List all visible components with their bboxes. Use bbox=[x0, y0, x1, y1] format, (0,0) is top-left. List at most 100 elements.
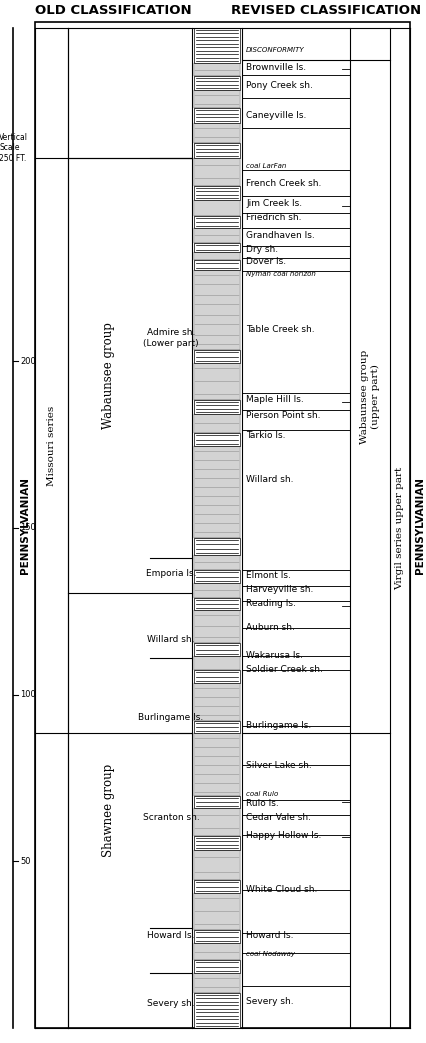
Bar bbox=[193, 123, 239, 143]
Bar bbox=[193, 960, 239, 973]
Text: 200: 200 bbox=[20, 357, 36, 366]
Bar bbox=[193, 973, 239, 993]
Bar bbox=[193, 252, 239, 260]
Bar bbox=[193, 850, 239, 880]
Bar bbox=[193, 90, 239, 108]
Text: Friedrich sh.: Friedrich sh. bbox=[245, 214, 301, 222]
Bar bbox=[193, 721, 239, 733]
Bar bbox=[193, 63, 239, 76]
Bar bbox=[193, 363, 239, 401]
Text: Pierson Point sh.: Pierson Point sh. bbox=[245, 412, 320, 420]
Text: DISCONFORMITY: DISCONFORMITY bbox=[245, 47, 304, 53]
Text: 150: 150 bbox=[20, 524, 36, 533]
Bar bbox=[193, 157, 239, 186]
Text: coal Nodaway: coal Nodaway bbox=[245, 951, 294, 957]
Text: Wabaunsee group
(upper part): Wabaunsee group (upper part) bbox=[360, 349, 379, 443]
Bar bbox=[193, 538, 239, 555]
Bar bbox=[193, 796, 239, 808]
Bar bbox=[193, 683, 239, 721]
Bar bbox=[193, 642, 239, 656]
Text: Burlingame ls.: Burlingame ls. bbox=[245, 722, 311, 730]
Bar bbox=[193, 228, 239, 243]
Text: Dry sh.: Dry sh. bbox=[245, 245, 277, 254]
Bar bbox=[193, 943, 239, 960]
Text: Elmont ls.: Elmont ls. bbox=[245, 571, 290, 580]
Text: Maple Hill ls.: Maple Hill ls. bbox=[245, 395, 303, 405]
Bar bbox=[193, 28, 239, 63]
Bar bbox=[193, 571, 239, 583]
Text: White Cloud sh.: White Cloud sh. bbox=[245, 886, 317, 895]
Text: Severy sh.: Severy sh. bbox=[147, 998, 194, 1008]
Bar bbox=[193, 186, 239, 200]
Text: Virgil series upper part: Virgil series upper part bbox=[394, 466, 403, 589]
Text: 100: 100 bbox=[20, 690, 36, 699]
Text: Happy Hollow ls.: Happy Hollow ls. bbox=[245, 830, 321, 840]
Text: Rulo ls.: Rulo ls. bbox=[245, 799, 278, 807]
Text: Shawnee group: Shawnee group bbox=[102, 763, 115, 857]
Text: coal Rulo: coal Rulo bbox=[245, 791, 278, 797]
Text: REVISED CLASSIFICATION: REVISED CLASSIFICATION bbox=[230, 3, 420, 17]
Bar bbox=[193, 808, 239, 836]
Text: Wakarusa ls.: Wakarusa ls. bbox=[245, 651, 302, 659]
Text: OLD CLASSIFICATION: OLD CLASSIFICATION bbox=[35, 3, 191, 17]
Text: Reading ls.: Reading ls. bbox=[245, 600, 295, 608]
Bar bbox=[193, 200, 239, 216]
Text: PENNSYLVANIAN: PENNSYLVANIAN bbox=[20, 477, 30, 574]
Bar bbox=[193, 555, 239, 571]
Bar bbox=[193, 733, 239, 796]
Text: Willard sh.: Willard sh. bbox=[147, 635, 194, 645]
Bar bbox=[193, 243, 239, 252]
Text: Soldier Creek sh.: Soldier Creek sh. bbox=[245, 665, 322, 675]
Text: Jim Creek ls.: Jim Creek ls. bbox=[245, 199, 302, 209]
Bar bbox=[193, 446, 239, 538]
Text: Missouri series: Missouri series bbox=[47, 406, 56, 486]
Text: Burlingame ls.: Burlingame ls. bbox=[138, 713, 203, 723]
Bar bbox=[35, 22, 409, 1028]
Text: Brownville ls.: Brownville ls. bbox=[245, 63, 305, 72]
Bar bbox=[193, 993, 239, 1028]
Bar bbox=[193, 414, 239, 433]
Text: Howard ls.: Howard ls. bbox=[147, 930, 194, 940]
Bar bbox=[193, 610, 239, 642]
Bar bbox=[193, 880, 239, 893]
Text: Table Creek sh.: Table Creek sh. bbox=[245, 325, 314, 335]
Bar bbox=[193, 401, 239, 414]
Text: coal LarFan: coal LarFan bbox=[245, 163, 286, 169]
Text: Nyman coal horizon: Nyman coal horizon bbox=[245, 271, 315, 277]
Bar bbox=[193, 656, 239, 670]
Bar bbox=[193, 433, 239, 446]
Text: PENNSYLVANIAN: PENNSYLVANIAN bbox=[414, 477, 424, 574]
Text: Emporia ls.: Emporia ls. bbox=[145, 568, 196, 578]
Bar bbox=[193, 930, 239, 943]
Bar bbox=[193, 836, 239, 850]
Bar bbox=[193, 216, 239, 228]
Text: French Creek sh.: French Creek sh. bbox=[245, 178, 321, 188]
Bar bbox=[193, 893, 239, 930]
Text: Silver Lake sh.: Silver Lake sh. bbox=[245, 760, 311, 770]
Bar bbox=[193, 350, 239, 363]
Text: Wabaunsee group: Wabaunsee group bbox=[102, 322, 115, 429]
Bar bbox=[193, 143, 239, 157]
Bar bbox=[193, 260, 239, 270]
Text: Auburn sh.: Auburn sh. bbox=[245, 624, 294, 632]
Text: Severy sh.: Severy sh. bbox=[245, 997, 293, 1006]
Text: Grandhaven ls.: Grandhaven ls. bbox=[245, 231, 314, 240]
Bar bbox=[193, 270, 239, 350]
Text: Scranton sh.: Scranton sh. bbox=[142, 814, 199, 823]
Bar bbox=[193, 76, 239, 90]
Bar bbox=[193, 583, 239, 598]
Text: Caneyville ls.: Caneyville ls. bbox=[245, 112, 306, 121]
Text: Willard sh.: Willard sh. bbox=[245, 476, 293, 485]
Text: Dover ls.: Dover ls. bbox=[245, 257, 285, 266]
Text: Admire sh.
(Lower part): Admire sh. (Lower part) bbox=[143, 329, 199, 347]
Text: Vertical
Scale
250 FT.: Vertical Scale 250 FT. bbox=[0, 134, 28, 163]
Bar bbox=[193, 670, 239, 683]
Bar bbox=[193, 598, 239, 610]
Text: Harveyville sh.: Harveyville sh. bbox=[245, 585, 313, 595]
Bar bbox=[193, 108, 239, 123]
Text: Tarkio ls.: Tarkio ls. bbox=[245, 432, 285, 440]
Text: Pony Creek sh.: Pony Creek sh. bbox=[245, 81, 312, 91]
Text: Howard ls.: Howard ls. bbox=[245, 931, 293, 941]
Text: Cedar Vale sh.: Cedar Vale sh. bbox=[245, 814, 310, 823]
Text: 50: 50 bbox=[20, 857, 30, 866]
